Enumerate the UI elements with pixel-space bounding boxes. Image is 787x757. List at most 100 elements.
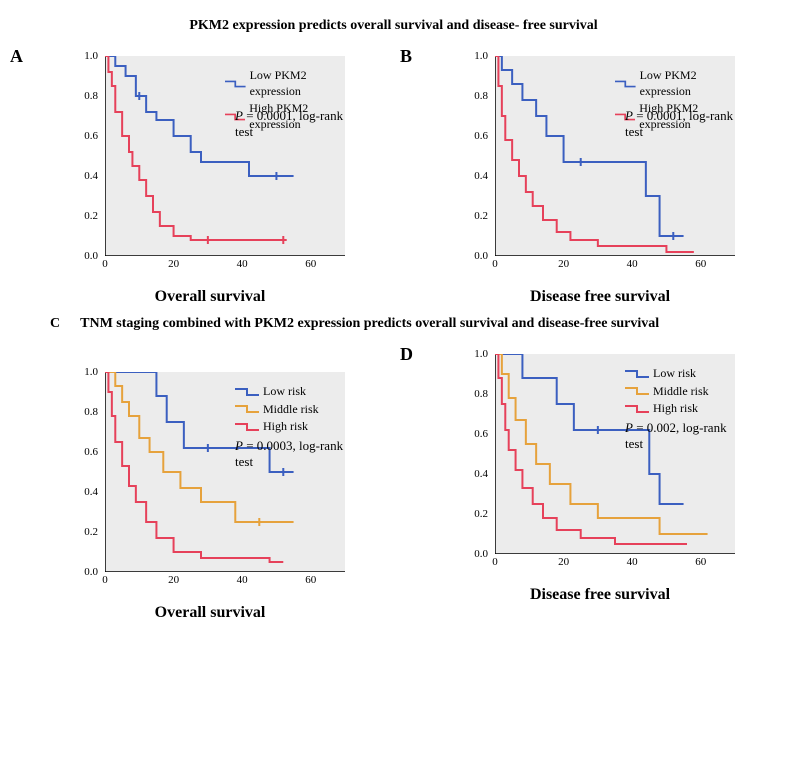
legend-label: High risk bbox=[653, 401, 698, 417]
plot-area: Low PKM2 expressionHigh PKM2 expressionP… bbox=[495, 56, 735, 256]
legend-step-icon bbox=[615, 81, 636, 86]
y-tick-label: 0.4 bbox=[84, 486, 98, 498]
figure-container: PKM2 expression predicts overall surviva… bbox=[10, 18, 777, 622]
y-tick-label: 0.2 bbox=[474, 508, 488, 520]
y-tick-label: 0.6 bbox=[474, 428, 488, 440]
chart-box: Low risk Middle riskHigh risk P = 0.0003, … bbox=[65, 362, 365, 602]
y-tick-label: 0.4 bbox=[474, 170, 488, 182]
legend-label: Middle risk bbox=[263, 402, 319, 418]
panel-A-wrap: A Low PKM2 expressionHigh PKM2 expression… bbox=[10, 46, 380, 306]
y-tick-label: 0.6 bbox=[84, 446, 98, 458]
y-tick-label: 0.8 bbox=[474, 388, 488, 400]
y-tick-label: 1.0 bbox=[474, 348, 488, 360]
y-tick-label: 0.2 bbox=[84, 210, 98, 222]
y-tick-label: 0.2 bbox=[474, 210, 488, 222]
y-tick-label: 1.0 bbox=[84, 50, 98, 62]
panel-C-wrap: Low risk Middle riskHigh risk P = 0.0003, … bbox=[10, 344, 380, 622]
legend-step-icon bbox=[625, 371, 649, 377]
y-axis-labels: 0.00.20.40.60.81.0 bbox=[65, 56, 100, 256]
x-tick-label: 40 bbox=[237, 258, 248, 270]
legend-item: Low PKM2 expression bbox=[615, 68, 735, 99]
legend-label: Low PKM2 expression bbox=[250, 68, 345, 99]
y-tick-label: 0.6 bbox=[84, 130, 98, 142]
x-tick-label: 0 bbox=[102, 574, 108, 586]
legend: Low risk Middle riskHigh risk bbox=[625, 366, 709, 419]
y-tick-label: 1.0 bbox=[84, 366, 98, 378]
x-axis-labels: 0 20 40 60 bbox=[495, 258, 735, 278]
legend: Low risk Middle riskHigh risk bbox=[235, 384, 319, 437]
x-tick-label: 60 bbox=[695, 258, 706, 270]
chart-box: Low PKM2 expressionHigh PKM2 expressionP… bbox=[455, 46, 755, 286]
x-tick-label: 20 bbox=[168, 574, 179, 586]
x-axis-labels: 0 20 40 60 bbox=[105, 258, 345, 278]
legend-item: High risk bbox=[235, 419, 319, 435]
legend-step-icon bbox=[625, 406, 649, 412]
x-tick-label: 60 bbox=[305, 258, 316, 270]
legend-step-icon bbox=[235, 389, 259, 395]
pvalue-text: P = 0.002, log-rank test bbox=[625, 420, 735, 452]
x-axis-labels: 0 20 40 60 bbox=[495, 556, 735, 576]
x-tick-label: 60 bbox=[305, 574, 316, 586]
y-tick-label: 0.0 bbox=[84, 566, 98, 578]
legend-item: Low risk bbox=[625, 366, 709, 382]
x-tick-label: 0 bbox=[102, 258, 108, 270]
section2-title: C TNM staging combined with PKM2 expressi… bbox=[10, 316, 777, 332]
x-tick-label: 40 bbox=[237, 574, 248, 586]
panel-letter: B bbox=[400, 46, 412, 67]
legend-step-icon bbox=[235, 424, 259, 430]
x-tick-label: 40 bbox=[627, 556, 638, 568]
y-tick-label: 0.0 bbox=[474, 548, 488, 560]
pvalue-text: P = 0.0001, log-rank test bbox=[235, 108, 345, 140]
y-tick-label: 0.6 bbox=[474, 130, 488, 142]
y-tick-label: 0.4 bbox=[474, 468, 488, 480]
panel-D-wrap: D Low risk Middle riskHigh risk P = 0.002, … bbox=[400, 344, 770, 622]
legend-step-icon bbox=[625, 388, 649, 394]
x-axis-title: Overall survival bbox=[40, 288, 380, 306]
section2-title-text: TNM staging combined with PKM2 expressio… bbox=[80, 316, 659, 331]
x-axis-title: Disease free survival bbox=[430, 288, 770, 306]
legend-step-icon bbox=[225, 81, 246, 86]
y-tick-label: 0.0 bbox=[474, 250, 488, 262]
x-tick-label: 0 bbox=[492, 258, 498, 270]
row-2: Low riskMiddle riskHigh riskP = 0.0003, … bbox=[10, 344, 777, 622]
x-axis-labels: 0 20 40 60 bbox=[105, 574, 345, 594]
panel-B-wrap: B Low PKM2 expressionHigh PKM2 expression… bbox=[400, 46, 770, 306]
pvalue-text: P = 0.0001, log-rank test bbox=[625, 108, 735, 140]
y-axis-labels: 0.00.20.40.60.81.0 bbox=[455, 354, 490, 554]
section1-title: PKM2 expression predicts overall surviva… bbox=[10, 18, 777, 34]
x-tick-label: 60 bbox=[695, 556, 706, 568]
y-tick-label: 0.8 bbox=[84, 406, 98, 418]
chart-box: Low risk Middle riskHigh risk P = 0.002, l… bbox=[455, 344, 755, 584]
legend-item: High risk bbox=[625, 401, 709, 417]
panel-letter: A bbox=[10, 46, 23, 67]
panel-letter: D bbox=[400, 344, 413, 365]
legend-label: Low risk bbox=[653, 366, 696, 382]
y-tick-label: 0.4 bbox=[84, 170, 98, 182]
y-axis-labels: 0.00.20.40.60.81.0 bbox=[65, 372, 100, 572]
x-tick-label: 20 bbox=[168, 258, 179, 270]
row-1: A Low PKM2 expressionHigh PKM2 expression… bbox=[10, 46, 777, 306]
plot-area: Low risk Middle riskHigh risk P = 0.002, l… bbox=[495, 354, 735, 554]
pvalue-text: P = 0.0003, log-rank test bbox=[235, 438, 345, 470]
legend-label: High risk bbox=[263, 419, 308, 435]
y-tick-label: 1.0 bbox=[474, 50, 488, 62]
legend-item: Low PKM2 expression bbox=[225, 68, 345, 99]
x-tick-label: 20 bbox=[558, 556, 569, 568]
y-tick-label: 0.2 bbox=[84, 526, 98, 538]
y-tick-label: 0.8 bbox=[84, 90, 98, 102]
legend-item: Low risk bbox=[235, 384, 319, 400]
plot-area: Low PKM2 expressionHigh PKM2 expressionP… bbox=[105, 56, 345, 256]
legend-label: Low PKM2 expression bbox=[640, 68, 735, 99]
y-tick-label: 0.0 bbox=[84, 250, 98, 262]
x-tick-label: 0 bbox=[492, 556, 498, 568]
legend-label: Middle risk bbox=[653, 384, 709, 400]
y-axis-labels: 0.00.20.40.60.81.0 bbox=[455, 56, 490, 256]
panel-C-letter-inline: C bbox=[50, 316, 60, 331]
plot-area: Low risk Middle riskHigh risk P = 0.0003, … bbox=[105, 372, 345, 572]
legend-item: Middle risk bbox=[625, 384, 709, 400]
x-tick-label: 20 bbox=[558, 258, 569, 270]
x-tick-label: 40 bbox=[627, 258, 638, 270]
legend-step-icon bbox=[235, 406, 259, 412]
legend-item: Middle risk bbox=[235, 402, 319, 418]
x-axis-title: Overall survival bbox=[40, 604, 380, 622]
